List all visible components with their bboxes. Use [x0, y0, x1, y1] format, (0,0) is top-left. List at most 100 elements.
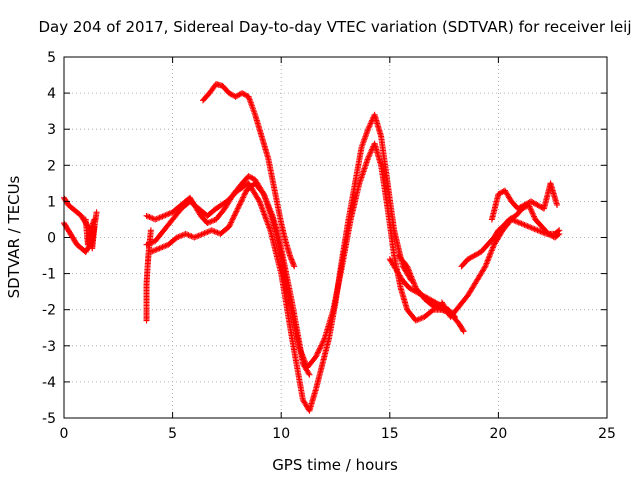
data-point	[531, 200, 538, 207]
y-tick-label: -5	[42, 411, 56, 427]
data-point	[409, 276, 416, 283]
data-point	[159, 213, 166, 220]
data-point	[158, 214, 165, 221]
data-point	[162, 242, 169, 249]
data-point	[312, 353, 319, 360]
data-point	[291, 263, 298, 270]
data-point	[508, 216, 515, 223]
data-point	[514, 205, 521, 212]
data-point	[432, 299, 439, 306]
data-point	[404, 263, 411, 270]
data-point	[152, 216, 159, 223]
data-point	[176, 233, 183, 240]
data-point	[521, 221, 528, 228]
data-point	[299, 352, 306, 359]
data-point	[195, 232, 202, 239]
data-point	[152, 247, 159, 254]
data-point	[147, 214, 154, 221]
data-point	[517, 220, 524, 227]
data-point	[554, 202, 561, 209]
y-tick-label: 3	[47, 122, 56, 138]
data-point	[300, 354, 307, 361]
data-point	[204, 220, 211, 227]
data-point	[149, 239, 156, 246]
data-point	[366, 152, 373, 159]
data-point	[232, 209, 239, 216]
data-point	[93, 209, 100, 216]
data-point	[194, 233, 201, 240]
series-arc-g	[147, 140, 454, 371]
data-point	[527, 224, 534, 231]
data-point	[405, 266, 412, 273]
data-point	[436, 305, 443, 312]
chart-title: Day 204 of 2017, Sidereal Day-to-day VTE…	[38, 18, 631, 36]
data-point	[472, 251, 479, 258]
data-point	[147, 239, 154, 246]
data-point	[205, 219, 212, 226]
data-point	[319, 339, 326, 346]
data-point	[431, 298, 438, 305]
data-point	[530, 212, 537, 219]
data-point	[317, 343, 324, 350]
data-point	[482, 263, 489, 270]
data-point	[313, 352, 320, 359]
data-point	[300, 355, 307, 362]
data-point	[238, 198, 245, 205]
data-point	[533, 226, 540, 233]
data-point	[305, 370, 312, 377]
data-point	[404, 264, 411, 271]
data-point	[528, 224, 535, 231]
data-point	[412, 317, 419, 324]
axis-ticks	[63, 56, 608, 419]
data-point	[405, 267, 412, 274]
data-point	[556, 227, 563, 234]
data-point	[528, 207, 535, 214]
data-point	[315, 348, 322, 355]
data-point	[410, 279, 417, 286]
data-point	[314, 350, 321, 357]
data-point	[468, 253, 475, 260]
data-point	[185, 232, 192, 239]
data-point	[147, 248, 154, 255]
data-point	[143, 241, 150, 248]
data-point	[143, 212, 150, 219]
data-point	[91, 223, 98, 230]
data-point	[186, 232, 193, 239]
data-point	[466, 255, 473, 262]
data-point	[301, 357, 308, 364]
data-point	[320, 336, 327, 343]
x-tick-label: 25	[598, 426, 616, 442]
series-arc-m	[488, 180, 561, 223]
data-point	[320, 338, 327, 345]
data-point	[230, 213, 237, 220]
data-point	[248, 174, 255, 181]
data-point	[155, 215, 162, 222]
data-point	[229, 92, 236, 99]
data-point	[226, 90, 233, 97]
data-point	[534, 227, 541, 234]
data-point	[517, 204, 524, 211]
data-point	[529, 199, 536, 206]
data-point	[227, 90, 234, 97]
data-point	[434, 304, 441, 311]
data-point	[297, 347, 304, 354]
y-axis-label: SDTVAR / TECUs	[5, 175, 23, 298]
data-point	[246, 173, 253, 180]
data-point	[537, 203, 544, 210]
data-point	[534, 202, 541, 209]
data-point	[156, 245, 163, 252]
data-point	[511, 217, 518, 224]
data-point	[368, 147, 375, 154]
series-arc-j	[395, 252, 467, 335]
data-point	[146, 214, 153, 221]
data-point	[525, 223, 532, 230]
data-point	[527, 204, 534, 211]
data-point	[302, 360, 309, 367]
data-point	[512, 218, 519, 225]
data-point	[147, 227, 154, 234]
data-point	[407, 285, 414, 292]
data-point	[241, 191, 248, 198]
data-point	[236, 202, 243, 209]
data-point	[407, 272, 414, 279]
x-tick-label: 20	[489, 426, 507, 442]
